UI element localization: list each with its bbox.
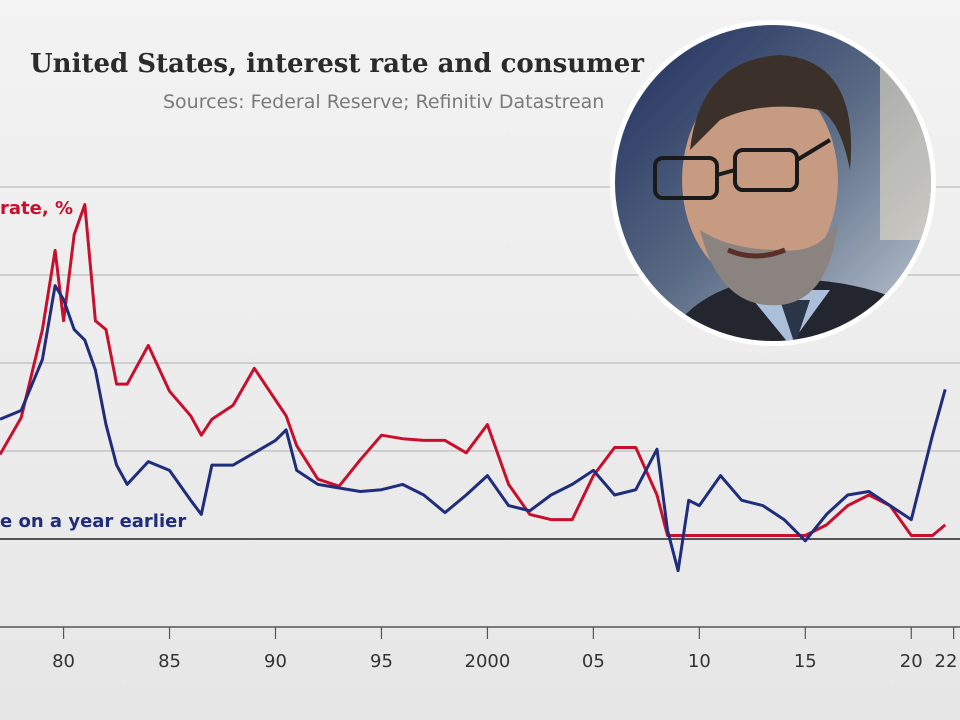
x-tick-label: 05 [582, 651, 605, 672]
series-label: e on a year earlier [0, 511, 186, 532]
x-tick-label: 20 [900, 651, 923, 672]
x-tick-label: 22 [935, 651, 958, 672]
series-line [0, 203, 947, 537]
series-line [0, 284, 947, 573]
x-tick-label: 15 [794, 651, 817, 672]
chart-subtitle: Sources: Federal Reserve; Refinitiv Data… [163, 91, 604, 113]
x-tick-label: 85 [158, 651, 181, 672]
x-tick-label: 80 [52, 651, 75, 672]
x-tick-label: 90 [264, 651, 287, 672]
x-tick-label: 10 [688, 651, 711, 672]
x-tick-label: 95 [370, 651, 393, 672]
x-tick-label: 2000 [465, 651, 511, 672]
chart-title: United States, interest rate and consume… [30, 49, 644, 79]
plot-area: 80 85 90 95 2000 05 10 15 20 22 rate, % e on a year… [0, 186, 960, 672]
series-label: rate, % [0, 198, 73, 219]
